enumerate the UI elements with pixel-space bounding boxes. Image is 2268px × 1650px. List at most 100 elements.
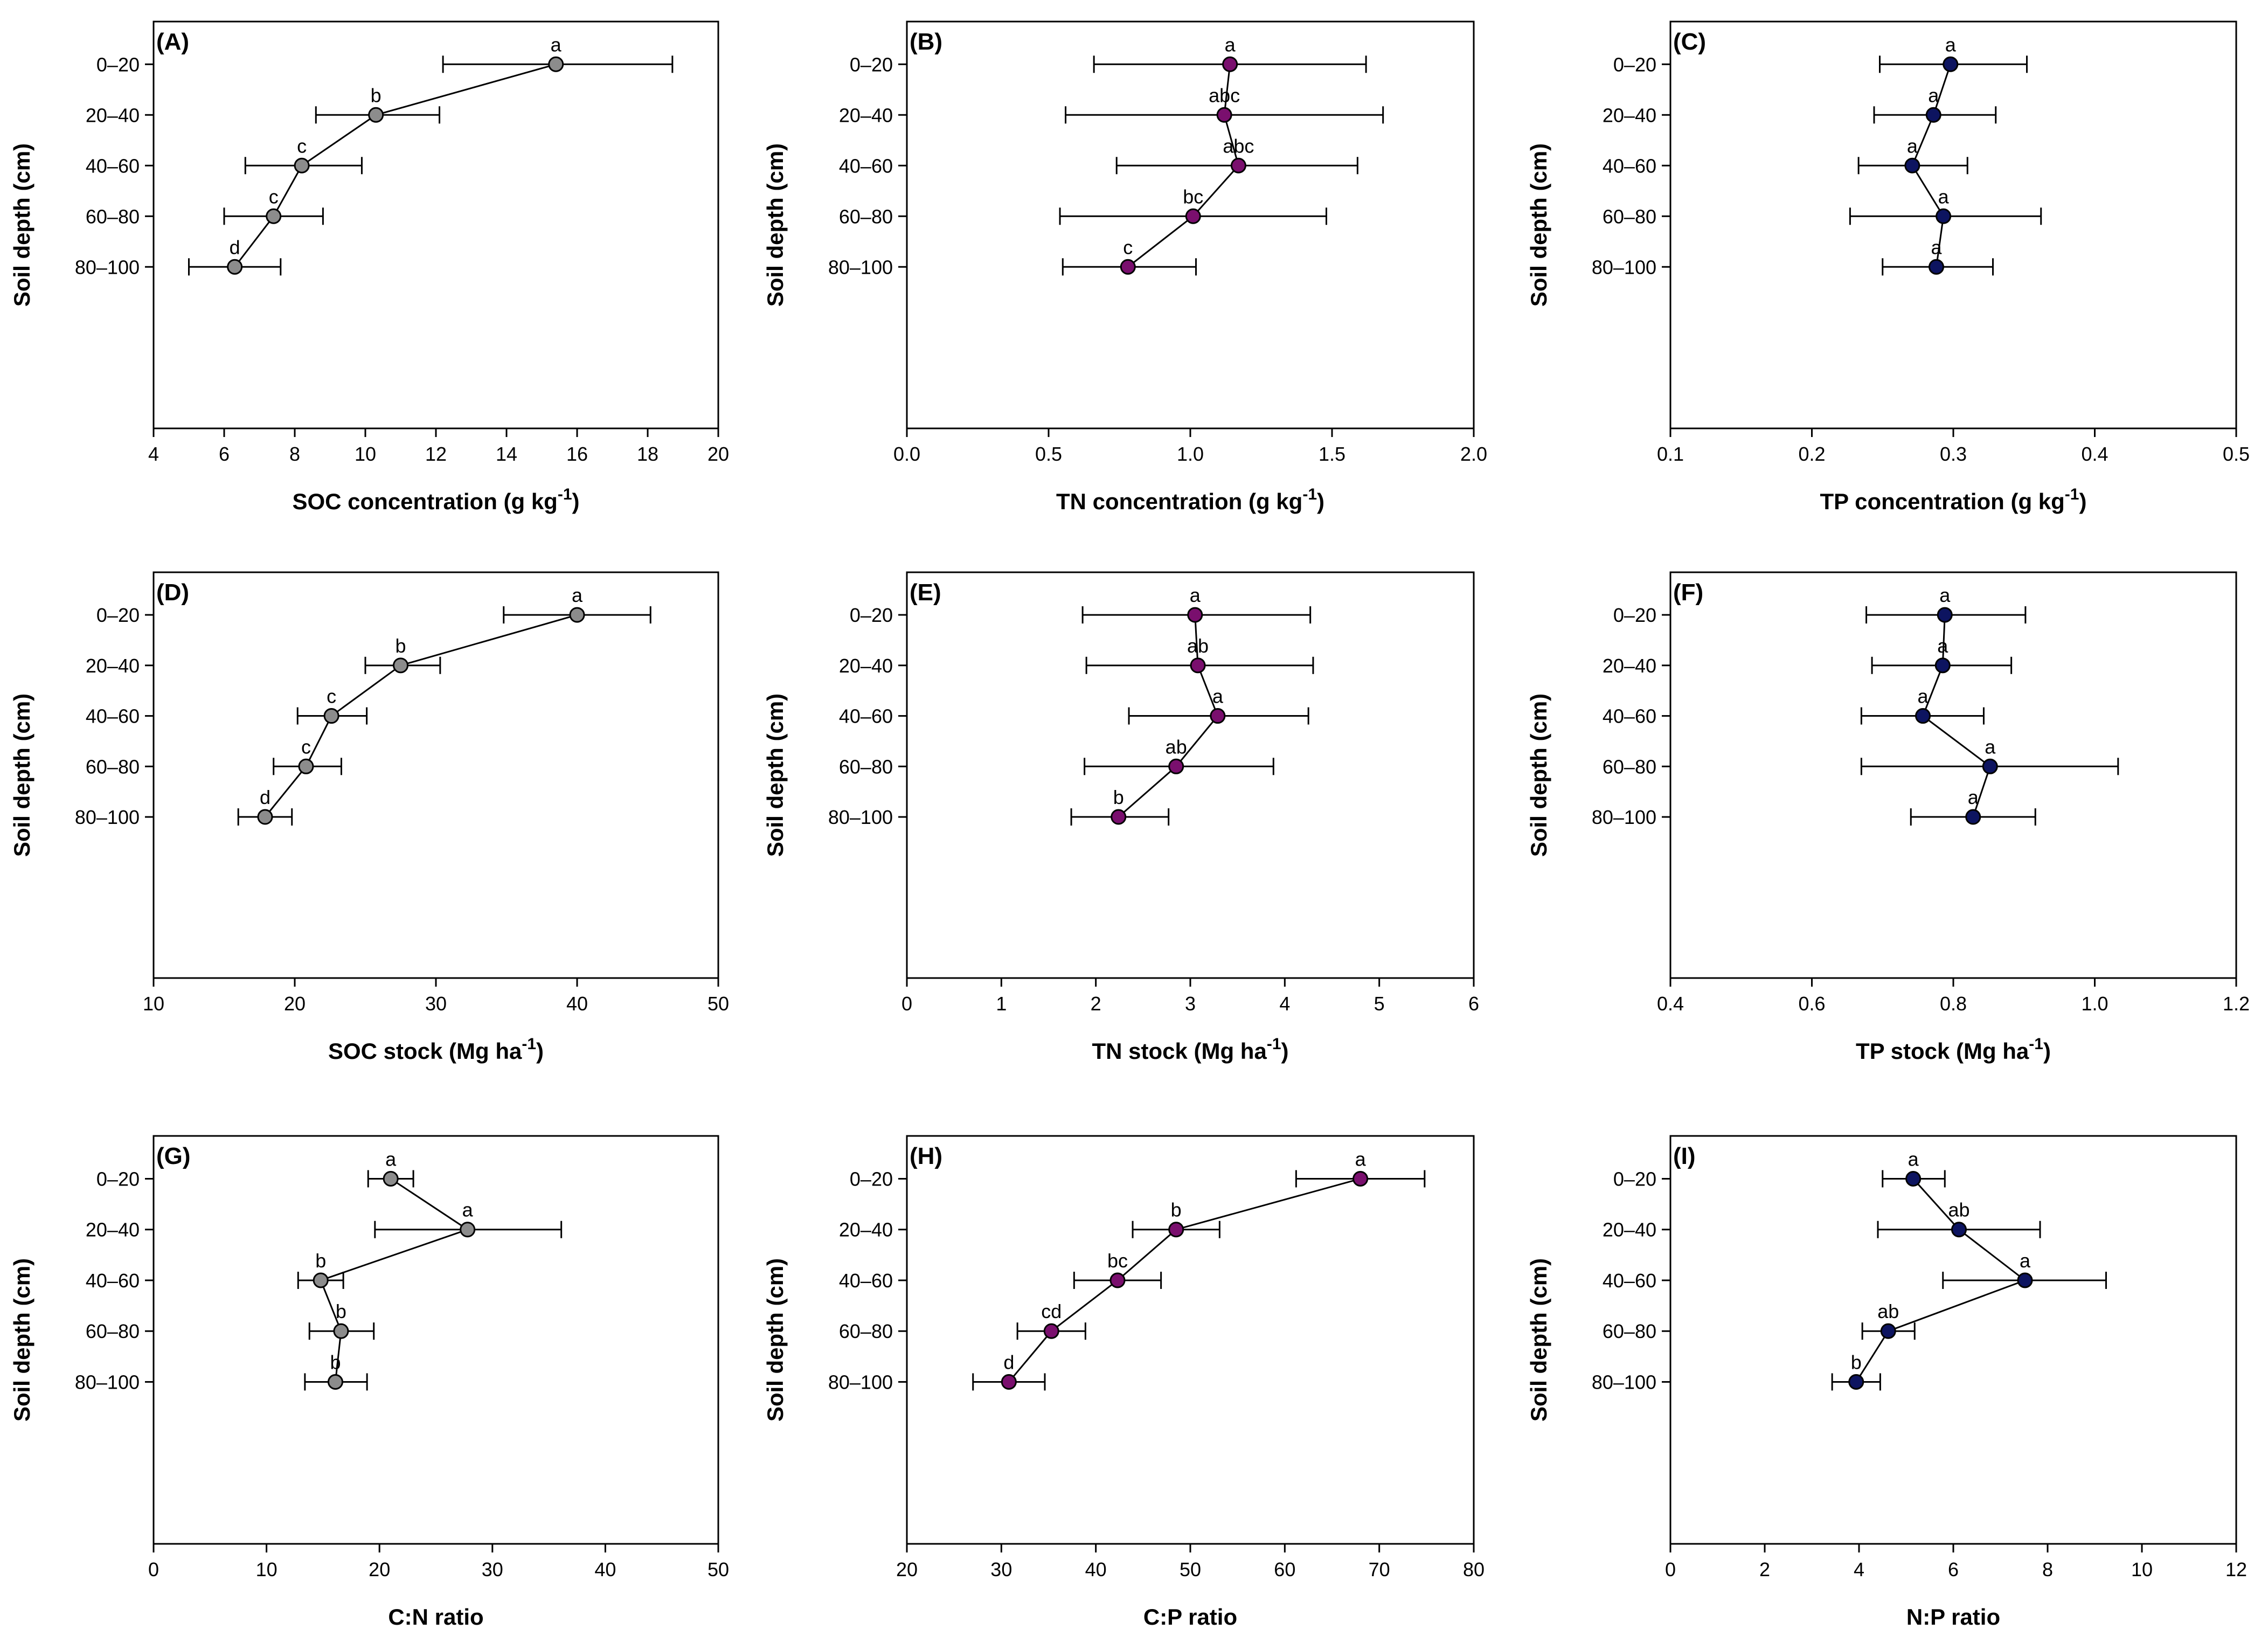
x-tick-label: 20 [284,993,306,1015]
y-axis-label: Soil depth (cm) [1526,143,1551,307]
x-axis-label-end: ) [2043,1038,2051,1064]
data-point [1190,657,1206,674]
x-tick-label: 20 [896,1558,918,1580]
x-tick-label: 0.5 [2223,443,2250,465]
data-point [1111,809,1127,825]
x-tick-label: 30 [482,1558,503,1580]
x-tick-label: 50 [708,993,729,1015]
x-tick-label: 40 [594,1558,616,1580]
x-tick-label: 18 [637,443,658,465]
data-point [298,758,314,774]
x-axis-label-text: TN concentration (g kg [1056,489,1302,514]
y-tick-label: 20–40 [1603,104,1656,126]
y-tick-label: 40–60 [1603,155,1656,177]
data-point [1043,1323,1059,1339]
panel-label: (F) [1673,579,1703,606]
data-point [1353,1170,1369,1187]
panel-label: (I) [1673,1143,1696,1169]
panel-g: (G) 0 10 20 30 40 50 0–20 20–40 40–60 60–80 80–100 S… [9,1135,729,1630]
x-tick-label: 50 [1180,1558,1201,1580]
significance-letter: abc [1209,84,1240,106]
x-tick-label: 1 [996,993,1007,1015]
data-point [2017,1272,2033,1288]
y-tick-label: 80–100 [1592,256,1656,278]
x-axis-label: TN concentration (g kg-1) [1056,486,1324,514]
x-axis-label-end: ) [536,1038,544,1064]
x-axis-label: TP concentration (g kg-1) [1820,486,2087,514]
x-tick-label: 1.2 [2223,993,2250,1015]
significance-letter: a [462,1199,474,1221]
y-axis-label: Soil depth (cm) [1526,694,1551,857]
data-point [1929,259,1944,275]
x-tick-label: 30 [990,1558,1012,1580]
x-tick-label: 6 [219,443,230,465]
significance-letter: a [1918,685,1929,708]
x-tick-label: 12 [2225,1558,2247,1580]
y-tick-label: 80–100 [75,806,140,828]
x-axis-label: N:P ratio [1906,1604,2000,1630]
y-tick-label: 80–100 [828,1371,893,1393]
plot-frame [906,1135,1475,1545]
x-axis-label-sup: -1 [522,1035,536,1053]
y-tick-label: 60–80 [86,1320,140,1342]
x-tick-label: 30 [425,993,447,1015]
data-point [1880,1323,1896,1339]
plot-frame [152,571,719,979]
data-point [1943,56,1959,72]
significance-letter: b [330,1351,341,1373]
x-axis-label-text: C:N ratio [388,1604,483,1630]
x-tick-label: 0.2 [1798,443,1825,465]
y-tick-label: 0–20 [1613,1168,1656,1190]
x-tick-label: 50 [708,1558,729,1580]
plot-frame [906,571,1475,979]
x-axis-label-text: N:P ratio [1906,1604,2000,1630]
y-tick-label: 20–40 [839,655,893,677]
data-point [1936,208,1952,224]
y-tick-label: 20–40 [86,655,140,677]
data-point [383,1170,399,1187]
y-tick-label: 60–80 [1603,205,1656,227]
x-tick-label: 0.1 [1657,443,1684,465]
plot-frame [1669,20,2237,429]
data-point [393,657,408,674]
panel-label: (E) [910,579,941,606]
y-tick-label: 20–40 [839,104,893,126]
y-tick-label: 40–60 [86,705,140,727]
data-point [1168,758,1184,774]
x-tick-label: 10 [256,1558,278,1580]
x-axis-label-text: SOC stock (Mg ha [328,1038,522,1064]
y-tick-label: 40–60 [839,1270,893,1292]
data-point [1001,1374,1017,1390]
x-tick-label: 14 [496,443,517,465]
significance-letter: c [297,135,307,157]
data-point [333,1323,349,1339]
y-axis-label: Soil depth (cm) [762,1258,788,1422]
x-axis-label-text: TP concentration (g kg [1820,489,2065,514]
panel-label: (B) [910,29,942,55]
x-axis-label-sup: -1 [2065,486,2079,503]
y-tick-label: 0–20 [1613,53,1656,75]
series-line [1008,1178,1361,1383]
x-axis-label-end: ) [2079,489,2086,514]
x-axis-label-sup: -1 [1302,486,1317,503]
x-tick-label: 0.6 [1798,993,1825,1015]
data-point [257,809,273,825]
data-point [1848,1374,1864,1390]
panel-label: (D) [156,579,189,606]
x-tick-label: 10 [143,993,164,1015]
x-axis-label: TP stock (Mg ha-1) [1856,1035,2051,1064]
data-point [1187,607,1203,623]
x-tick-label: 80 [1463,1558,1485,1580]
plot-frame [906,20,1475,429]
data-point [460,1222,476,1238]
panel-c: (C) 0.1 0.2 0.3 0.4 0.5 0–20 20–40 40–60 60–80 80–… [1526,20,2250,514]
x-tick-label: 20 [708,443,729,465]
panel-e: (E) 0 1 2 3 4 5 6 0–20 20–40 40–60 60–80 80–100 Soil … [762,571,1479,1064]
significance-letter: cd [1041,1300,1062,1322]
panel-label: (G) [156,1143,191,1169]
significance-letter: a [1937,635,1948,657]
x-tick-label: 2 [1759,1558,1770,1580]
x-tick-label: 0 [1665,1558,1676,1580]
x-tick-label: 6 [1468,993,1479,1015]
